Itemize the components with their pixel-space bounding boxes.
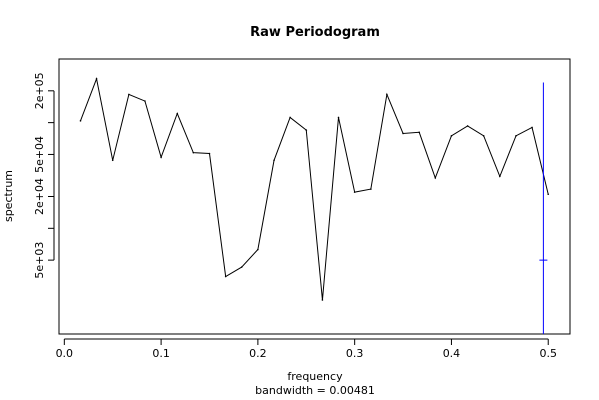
- y-axis-label: spectrum: [2, 170, 15, 222]
- series-group: [79, 76, 550, 301]
- x-tick-label: 0.0: [56, 347, 74, 360]
- data-point: [515, 135, 517, 137]
- data-point: [176, 112, 179, 115]
- data-point: [531, 126, 533, 129]
- x-axis: 0.0 0.1 0.2 0.3 0.4 0.5: [56, 338, 557, 360]
- data-point: [257, 248, 259, 251]
- data-point: [499, 175, 501, 178]
- data-point: [337, 116, 340, 119]
- data-point: [386, 93, 388, 96]
- data-point: [192, 151, 195, 154]
- data-point: [370, 188, 372, 190]
- x-tick-label: 0.4: [443, 347, 461, 360]
- data-point: [402, 132, 404, 135]
- plot-frame: [58, 58, 571, 335]
- x-tick-label: 0.3: [346, 347, 364, 360]
- data-point: [160, 156, 162, 159]
- data-point: [273, 159, 275, 162]
- confidence-marker: [539, 82, 548, 334]
- y-tick-label: 5e+04: [33, 136, 46, 173]
- x-tick-label: 0.2: [249, 347, 267, 360]
- data-point: [418, 131, 421, 134]
- data-point: [144, 100, 146, 102]
- x-axis-label: frequency: [287, 370, 343, 383]
- data-point: [95, 77, 98, 80]
- data-point: [224, 275, 227, 278]
- data-point: [289, 116, 291, 119]
- chart-title: Raw Periodogram: [250, 25, 380, 40]
- data-point: [240, 266, 243, 268]
- data-point: [208, 152, 211, 155]
- data-point: [111, 159, 114, 162]
- y-tick-label: 2e+05: [33, 72, 46, 109]
- data-point: [353, 191, 356, 193]
- bandwidth-label: bandwidth = 0.00481: [255, 384, 375, 397]
- data-point: [305, 129, 308, 131]
- x-tick-label: 0.1: [152, 347, 170, 360]
- data-point: [128, 93, 130, 96]
- data-point: [547, 193, 550, 196]
- data-point: [482, 135, 485, 137]
- x-tick-label: 0.5: [539, 347, 557, 360]
- data-point: [321, 299, 324, 301]
- data-point: [79, 120, 82, 122]
- periodogram-line: [80, 76, 549, 300]
- data-point: [434, 177, 437, 179]
- y-tick-label: 5e+03: [33, 242, 46, 279]
- y-tick-label: 2e+04: [33, 178, 46, 215]
- data-point: [466, 125, 469, 127]
- y-axis: 5e+03 2e+04 5e+04 2e+05: [33, 72, 55, 279]
- data-point: [450, 135, 453, 137]
